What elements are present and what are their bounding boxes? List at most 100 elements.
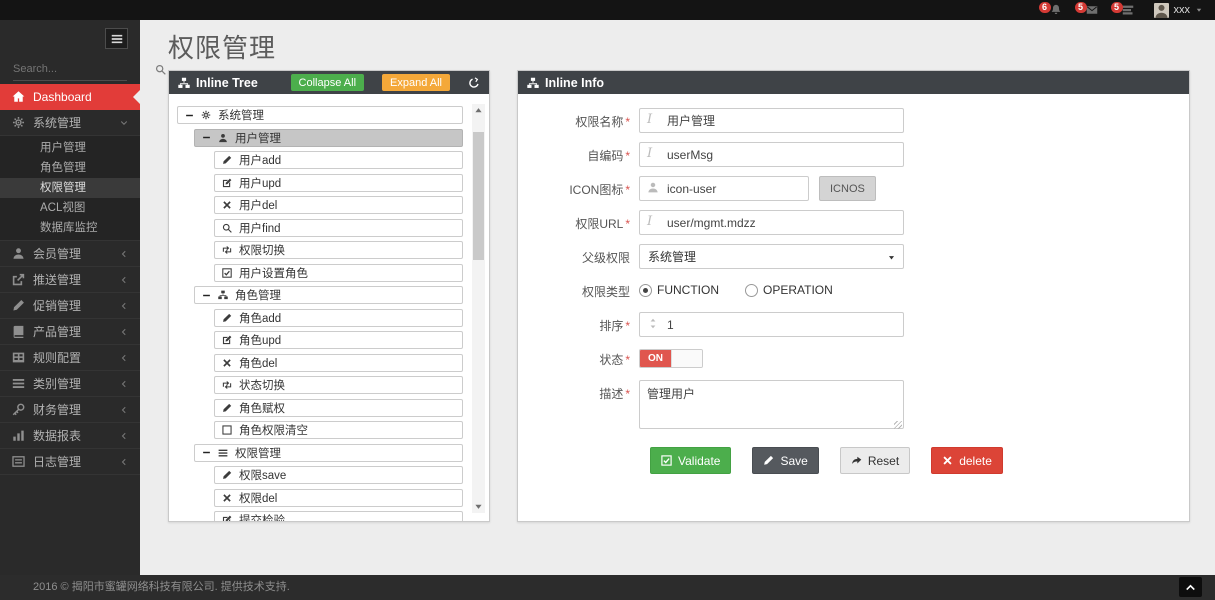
sidebar-subitem-角色管理[interactable]: 角色管理 <box>40 162 86 174</box>
expand-all-button[interactable]: Expand All <box>382 74 450 91</box>
sidebar-subitem-数据库监控[interactable]: 数据库监控 <box>40 222 98 234</box>
icon-field-input[interactable] <box>639 176 809 201</box>
x-icon <box>942 455 953 466</box>
form-row-permission-name: 权限名称 * I <box>518 108 1189 133</box>
user-icon <box>218 133 228 143</box>
sidebar-item-财务管理[interactable]: 财务管理 <box>0 397 140 423</box>
radio-circle[interactable] <box>639 283 652 297</box>
sidebar-item-推送管理[interactable]: 推送管理 <box>0 267 140 293</box>
italic-icon: I <box>647 112 653 127</box>
sidebar-subitem-ACL视图[interactable]: ACL视图 <box>40 202 86 214</box>
description-textarea[interactable] <box>639 380 904 429</box>
notification-tasks-icon[interactable]: 5 <box>1110 1 1134 17</box>
collapse-node-icon[interactable] <box>202 133 211 142</box>
sort-order-input[interactable] <box>639 312 904 337</box>
scrollbar-down-icon[interactable] <box>473 501 484 512</box>
required-asterisk: * <box>625 149 630 163</box>
tree-node[interactable]: 用户find <box>214 218 463 237</box>
radio-circle[interactable] <box>745 283 758 297</box>
tree-node-label: 权限save <box>239 470 287 482</box>
field-label: 排序 * <box>599 319 630 333</box>
validate-button[interactable]: Validate <box>650 447 732 474</box>
tree-node[interactable]: 状态切换 <box>214 376 463 394</box>
resize-handle[interactable] <box>894 421 902 429</box>
notification-bell-icon[interactable]: 6 <box>1038 1 1062 17</box>
tree-node[interactable]: 系统管理 <box>177 106 463 124</box>
sidebar-subitem-权限管理[interactable]: 权限管理 <box>0 178 140 198</box>
file-icon <box>12 455 25 468</box>
sidebar-item-系统管理[interactable]: 系统管理 <box>0 110 140 136</box>
parent-permission-select[interactable]: 系统管理 <box>639 244 904 269</box>
tree-node[interactable]: 权限save <box>214 466 463 484</box>
notification-envelope-icon[interactable]: 5 <box>1074 1 1098 17</box>
collapse-node-icon[interactable] <box>202 291 211 300</box>
delete-button[interactable]: delete <box>931 447 1003 474</box>
sidebar-toggle-button[interactable] <box>105 28 128 49</box>
tree-node[interactable]: 权限切换 <box>214 241 463 259</box>
tree-node[interactable]: 角色upd <box>214 331 463 349</box>
sidebar-item-label: 产品管理 <box>33 325 82 339</box>
form-row-description: 描述 * <box>518 380 1189 434</box>
tree-node[interactable]: 角色del <box>214 353 463 372</box>
field-label: 权限URL * <box>575 217 630 231</box>
tree-node[interactable]: 角色权限清空 <box>214 421 463 439</box>
retweet-icon <box>222 245 232 255</box>
radio-label: OPERATION <box>763 283 833 297</box>
tree-node-label: 角色权限清空 <box>239 425 308 437</box>
chevron-up-icon <box>1185 582 1196 593</box>
tree-node[interactable]: 用户设置角色 <box>214 263 463 282</box>
chevron-left-icon <box>120 354 128 362</box>
radio-OPERATION[interactable]: OPERATION <box>745 283 833 297</box>
sidebar-item-数据报表[interactable]: 数据报表 <box>0 423 140 449</box>
sidebar-item-会员管理[interactable]: 会员管理 <box>0 241 140 267</box>
sidebar-item-促销管理[interactable]: 促销管理 <box>0 293 140 319</box>
inline-tree-body: 系统管理 用户管理 用户add 用户upd 用户del 用户find 权限切换 用户设置角色角… <box>169 94 489 521</box>
permission-url-input[interactable] <box>639 210 904 235</box>
collapse-node-icon[interactable] <box>185 111 194 120</box>
cogs-icon <box>12 116 25 129</box>
scrollbar-up-icon[interactable] <box>473 105 484 116</box>
sidebar-item-Dashboard[interactable]: Dashboard <box>0 84 140 110</box>
collapse-all-button[interactable]: Collapse All <box>290 74 365 91</box>
tree-scrollbar[interactable] <box>472 104 485 513</box>
collapse-node-icon[interactable] <box>202 448 211 457</box>
permission-form: 权限名称*I自编码*IICON图标*ICNOS权限URL*I父级权限系统管理权限… <box>518 94 1189 521</box>
search-icon <box>222 223 232 233</box>
radio-FUNCTION[interactable]: FUNCTION <box>639 283 719 297</box>
sidebar-search <box>13 58 166 81</box>
search-icon[interactable] <box>155 64 166 75</box>
tree-node[interactable]: 用户upd <box>214 173 463 192</box>
user-menu[interactable]: xxx <box>1153 2 1204 18</box>
tree-node[interactable]: 提交检验 <box>214 511 463 521</box>
status-toggle[interactable]: ON <box>639 349 703 368</box>
sidebar-item-label: 财务管理 <box>33 403 82 417</box>
permission-name-input[interactable] <box>639 108 904 133</box>
radio-label: FUNCTION <box>657 283 719 297</box>
tree-node[interactable]: 角色add <box>214 308 463 327</box>
tree-node[interactable]: 用户add <box>214 151 463 169</box>
scrollbar-thumb[interactable] <box>473 132 484 260</box>
edit-icon <box>222 178 232 188</box>
tree-node[interactable]: 用户del <box>214 196 463 214</box>
sidebar-item-规则配置[interactable]: 规则配置 <box>0 345 140 371</box>
reset-button[interactable]: Reset <box>839 447 911 474</box>
self-code-input[interactable] <box>639 142 904 167</box>
save-button[interactable]: Save <box>752 447 819 474</box>
tree-node[interactable]: 角色管理 <box>194 286 463 304</box>
sidebar-subitem-用户管理[interactable]: 用户管理 <box>40 142 86 154</box>
sidebar-item-类别管理[interactable]: 类别管理 <box>0 371 140 397</box>
button-label: delete <box>959 453 992 468</box>
field-label: 父级权限 <box>581 251 630 265</box>
refresh-icon[interactable] <box>468 76 480 89</box>
tree-node[interactable]: 权限管理 <box>194 443 463 462</box>
tree-node[interactable]: 用户管理 <box>194 128 463 147</box>
sidebar-item-日志管理[interactable]: 日志管理 <box>0 449 140 475</box>
tree-node[interactable]: 角色赋权 <box>214 398 463 417</box>
search-input[interactable] <box>13 63 155 75</box>
user-icon <box>647 181 659 194</box>
pencil-icon <box>222 155 232 165</box>
sidebar-item-产品管理[interactable]: 产品管理 <box>0 319 140 345</box>
tree-node[interactable]: 权限del <box>214 488 463 507</box>
icnos-button[interactable]: ICNOS <box>819 176 876 201</box>
scroll-to-top-button[interactable] <box>1179 577 1202 597</box>
